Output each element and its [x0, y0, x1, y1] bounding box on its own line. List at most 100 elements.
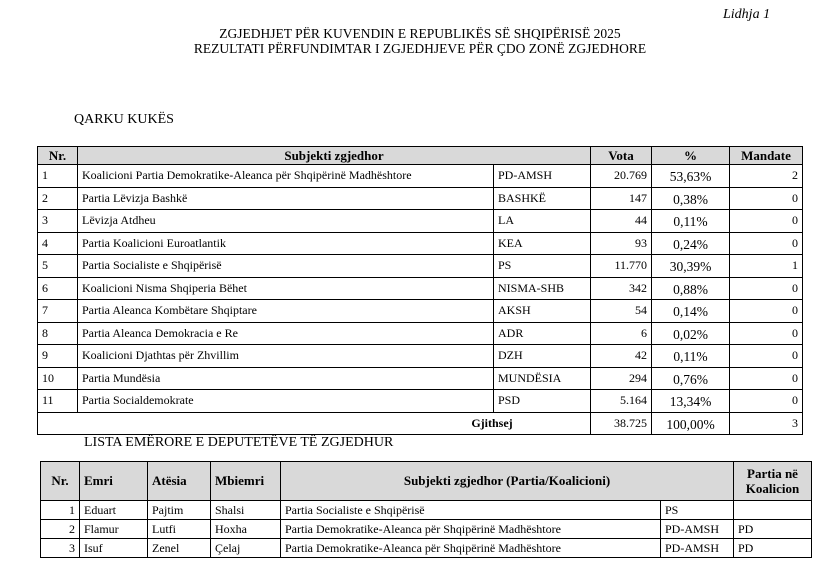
- vote-percent: 0,24%: [651, 231, 730, 255]
- deputies-table: Nr. Emri Atësia Mbiemri Subjekti zgjedho…: [40, 461, 812, 558]
- total-pct: 100,00%: [651, 411, 730, 435]
- party-code: PD-AMSH: [660, 538, 734, 558]
- header-subject: Subjekti zgjedhor (Partia/Koalicioni): [280, 461, 734, 501]
- row-nr: 4: [37, 231, 78, 255]
- row-nr: 9: [37, 344, 78, 368]
- seats: 2: [729, 164, 803, 188]
- party-code: DZH: [493, 344, 591, 368]
- father-name: Zenel: [147, 538, 211, 558]
- vote-percent: 0,88%: [651, 276, 730, 300]
- last-name: Çelaj: [210, 538, 281, 558]
- header-nr: Nr.: [40, 461, 80, 501]
- seats: 1: [729, 254, 803, 278]
- row-nr: 6: [37, 276, 78, 300]
- deputies-heading: LISTA EMËRORE E DEPUTETËVE TË ZGJEDHUR: [84, 435, 394, 450]
- total-votes: 38.725: [590, 411, 652, 435]
- party-code: PSD: [493, 389, 591, 413]
- father-name: Pajtim: [147, 500, 211, 520]
- header-subject: Subjekti zgjedhor: [77, 146, 591, 165]
- party-code: MUNDËSIA: [493, 366, 591, 390]
- document-subtitle: REZULTATI PËRFUNDIMTAR I ZGJEDHJEVE PËR …: [193, 41, 647, 56]
- row-nr: 1: [37, 164, 78, 188]
- party-name: Koalicioni Djathtas për Zhvillim: [77, 344, 494, 368]
- party-name: Partia Aleanca Demokracia e Re: [77, 321, 494, 345]
- seats: 0: [729, 344, 803, 368]
- votes: 342: [590, 276, 652, 300]
- row-nr: 3: [40, 538, 80, 558]
- electoral-subject: Partia Socialiste e Shqipërisë: [280, 500, 661, 520]
- votes: 147: [590, 186, 652, 210]
- party-code: NISMA-SHB: [493, 276, 591, 300]
- party-name: Partia Mundësia: [77, 366, 494, 390]
- total-seats: 3: [729, 411, 803, 435]
- first-name: Eduart: [79, 500, 148, 520]
- party-code: ADR: [493, 321, 591, 345]
- coalition-party: PD: [733, 519, 812, 539]
- party-code: KEA: [493, 231, 591, 255]
- votes: 5.164: [590, 389, 652, 413]
- seats: 0: [729, 276, 803, 300]
- row-nr: 3: [37, 209, 78, 233]
- seats: 0: [729, 321, 803, 345]
- row-nr: 2: [40, 519, 80, 539]
- results-row: 3 Lëvizja Atdheu LA 44 0,11% 0: [37, 209, 803, 233]
- row-nr: 2: [37, 186, 78, 210]
- header-last-name: Mbiemri: [210, 461, 281, 501]
- results-row: 6 Koalicioni Nisma Shqiperia Bëhet NISMA-S…: [37, 276, 803, 300]
- header-first-name: Emri: [79, 461, 148, 501]
- vote-percent: 0,76%: [651, 366, 730, 390]
- results-row: 1 Koalicioni Partia Demokratike-Aleanca p…: [37, 164, 803, 188]
- party-code: PD-AMSH: [660, 519, 734, 539]
- row-nr: 8: [37, 321, 78, 345]
- party-name: Koalicioni Nisma Shqiperia Bëhet: [77, 276, 494, 300]
- results-table: Nr. Subjekti zgjedhor Vota % Mandate 1 Ko…: [37, 146, 803, 435]
- seats: 0: [729, 299, 803, 323]
- header-seats: Mandate: [729, 146, 803, 165]
- last-name: Shalsi: [210, 500, 281, 520]
- seats: 0: [729, 389, 803, 413]
- deputy-row: 1 Eduart Pajtim Shalsi Partia Socialiste e S…: [40, 500, 812, 520]
- seats: 0: [729, 186, 803, 210]
- first-name: Flamur: [79, 519, 148, 539]
- party-name: Lëvizja Atdheu: [77, 209, 494, 233]
- party-code: PS: [493, 254, 591, 278]
- results-row: 10 Partia Mundësia MUNDËSIA 294 0,76% 0: [37, 366, 803, 390]
- total-label: Gjithsej: [37, 411, 591, 435]
- results-row: 5 Partia Socialiste e Shqipërisë PS 11.770 3…: [37, 254, 803, 278]
- results-row: 4 Partia Koalicioni Euroatlantik KEA 93 0,24…: [37, 231, 803, 255]
- electoral-subject: Partia Demokratike-Aleanca për Shqipërin…: [280, 519, 661, 539]
- votes: 20.769: [590, 164, 652, 188]
- row-nr: 11: [37, 389, 78, 413]
- row-nr: 1: [40, 500, 80, 520]
- row-nr: 7: [37, 299, 78, 323]
- party-name: Partia Aleanca Kombëtare Shqiptare: [77, 299, 494, 323]
- vote-percent: 0,38%: [651, 186, 730, 210]
- results-row: 8 Partia Aleanca Demokracia e Re ADR 6 0,02%…: [37, 321, 803, 345]
- seats: 0: [729, 231, 803, 255]
- vote-percent: 13,34%: [651, 389, 730, 413]
- votes: 42: [590, 344, 652, 368]
- annex-label: Lidhja 1: [723, 7, 771, 22]
- vote-percent: 0,02%: [651, 321, 730, 345]
- votes: 44: [590, 209, 652, 233]
- party-name: Partia Lëvizja Bashkë: [77, 186, 494, 210]
- first-name: Isuf: [79, 538, 148, 558]
- header-nr: Nr.: [37, 146, 78, 165]
- header-father-name: Atësia: [147, 461, 211, 501]
- party-name: Partia Socialiste e Shqipërisë: [77, 254, 494, 278]
- party-name: Partia Koalicioni Euroatlantik: [77, 231, 494, 255]
- deputy-row: 2 Flamur Lutfi Hoxha Partia Demokratike-Alea…: [40, 519, 812, 539]
- vote-percent: 0,11%: [651, 209, 730, 233]
- party-code: PS: [660, 500, 734, 520]
- votes: 93: [590, 231, 652, 255]
- results-row: 11 Partia Socialdemokrate PSD 5.164 13,34% 0: [37, 389, 803, 413]
- results-header-row: Nr. Subjekti zgjedhor Vota % Mandate: [37, 146, 803, 165]
- seats: 0: [729, 209, 803, 233]
- row-nr: 10: [37, 366, 78, 390]
- region-heading: QARKU KUKËS: [74, 112, 174, 127]
- party-code: PD-AMSH: [493, 164, 591, 188]
- votes: 6: [590, 321, 652, 345]
- deputies-header-row: Nr. Emri Atësia Mbiemri Subjekti zgjedho…: [40, 461, 812, 501]
- electoral-subject: Partia Demokratike-Aleanca për Shqipërin…: [280, 538, 661, 558]
- results-row: 2 Partia Lëvizja Bashkë BASHKË 147 0,38% 0: [37, 186, 803, 210]
